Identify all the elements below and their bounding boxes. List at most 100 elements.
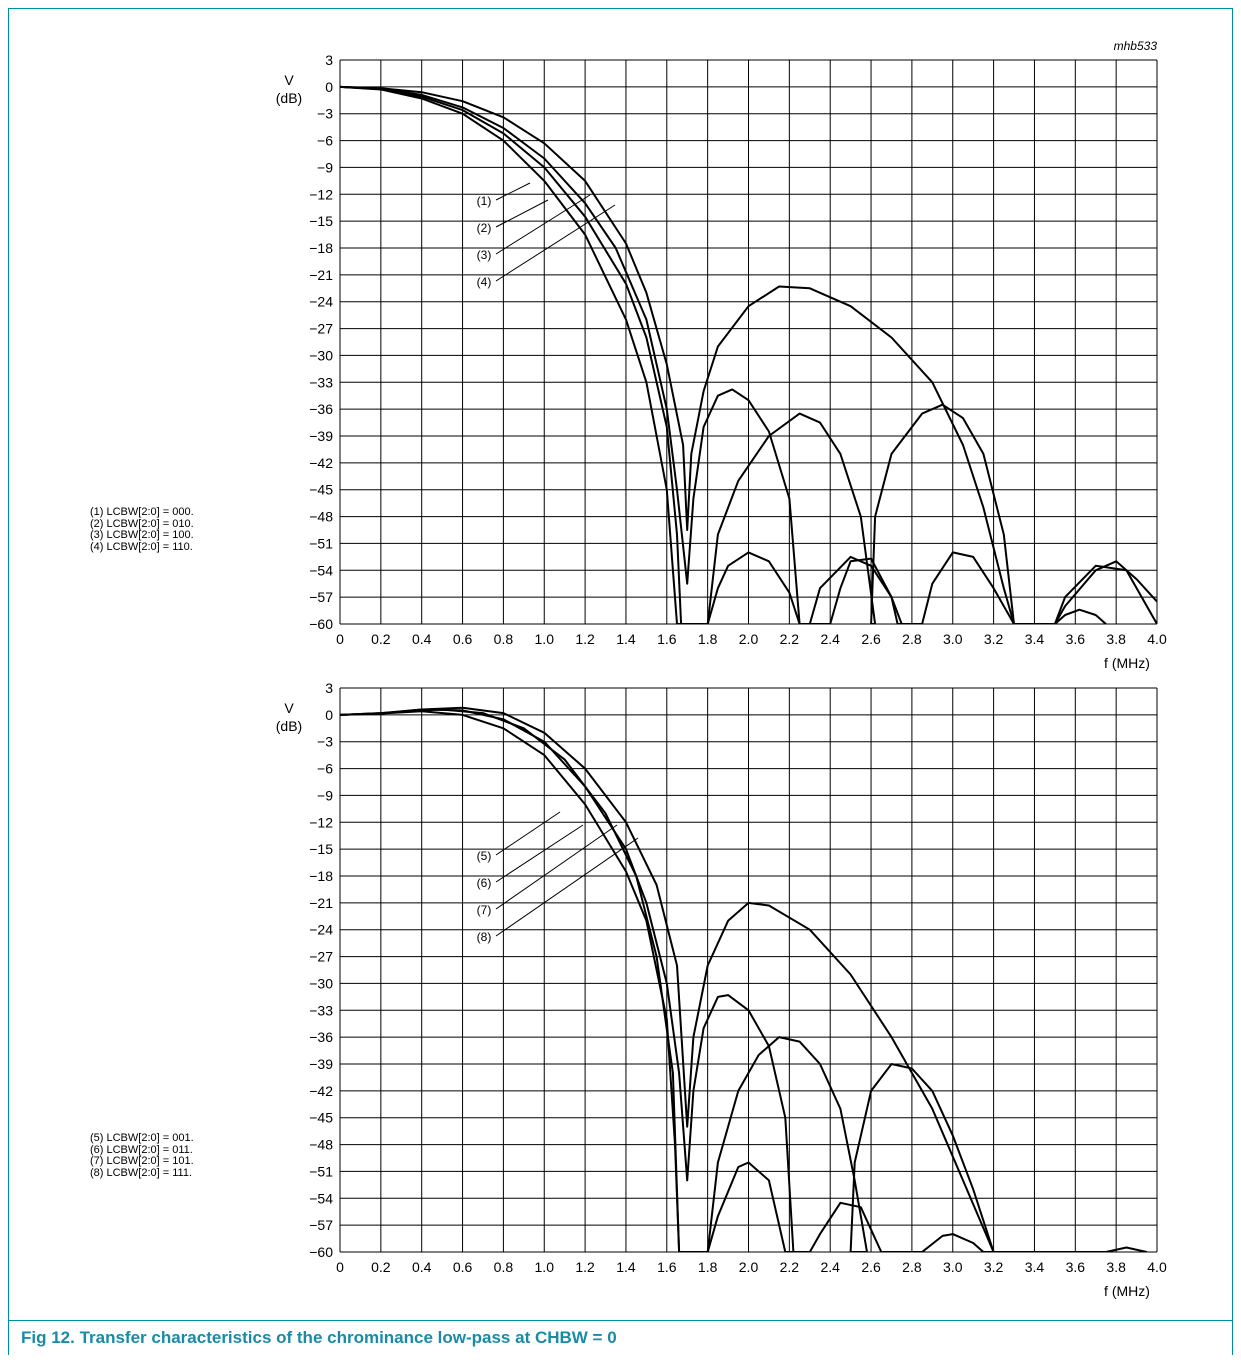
- y-tick-label: −36: [309, 1029, 333, 1045]
- x-tick-label: 3.8: [1106, 1259, 1126, 1275]
- chart-panel-2: 3 0 −3 −6 −9 −12 −15 −18 −21 −24 −27 −30 −33 −36 −39 −4…: [276, 680, 1167, 1299]
- y-tick-label: −42: [309, 455, 333, 471]
- y-tick-label: −33: [309, 1002, 333, 1018]
- x-tick-label: 1.4: [616, 631, 636, 647]
- x-tick-label: 0.8: [494, 631, 514, 647]
- marker-leader-line: [495, 837, 639, 937]
- y-tick-label: −24: [309, 294, 333, 310]
- y-tick-label: −39: [309, 428, 333, 444]
- marker-leader-line: [495, 199, 549, 228]
- y-tick-label: −54: [309, 562, 333, 578]
- figure-code: mhb533: [1113, 39, 1157, 53]
- y-tick-label: −27: [309, 949, 333, 965]
- y-axis-label: (dB): [276, 90, 302, 106]
- legend-entry: (5) LCBW[2:0] = 001.: [90, 1132, 194, 1144]
- y-tick-label: −6: [317, 761, 333, 777]
- y-tick-label: −30: [309, 975, 333, 991]
- y-tick-label: −24: [309, 922, 333, 938]
- x-tick-label: 3.8: [1106, 631, 1126, 647]
- y-tick-label: −12: [309, 814, 333, 830]
- x-tick-label: 3.2: [984, 631, 1004, 647]
- y-tick-label: −21: [309, 267, 333, 283]
- series-curve-6: [340, 708, 795, 1252]
- x-tick-label: 0.4: [412, 631, 432, 647]
- y-tick-label: −27: [309, 321, 333, 337]
- x-tick-label: 0.2: [371, 1259, 391, 1275]
- x-tick-label: 2.4: [820, 1259, 840, 1275]
- y-tick-label: −45: [309, 1110, 333, 1126]
- x-tick-label: 3.2: [984, 1259, 1004, 1275]
- x-tick-label: 3.0: [943, 631, 963, 647]
- series-curve-2: [340, 85, 903, 624]
- y-tick-label: 0: [325, 79, 333, 95]
- y-tick-label: −42: [309, 1083, 333, 1099]
- curve-marker-label: (8): [477, 930, 492, 944]
- x-tick-label: 2.0: [739, 631, 759, 647]
- y-tick-label: −60: [309, 1244, 333, 1260]
- x-tick-label: 4.0: [1147, 631, 1167, 647]
- x-tick-label: 3.0: [943, 1259, 963, 1275]
- y-axis-label: (dB): [276, 718, 302, 734]
- y-tick-label: −6: [317, 133, 333, 149]
- x-tick-label: 0.6: [453, 1259, 473, 1275]
- grid: [339, 687, 1158, 1253]
- x-tick-label: 0: [336, 631, 344, 647]
- y-tick-label: −18: [309, 868, 333, 884]
- y-tick-label: −60: [309, 616, 333, 632]
- x-tick-label: 2.8: [902, 631, 922, 647]
- x-tick-label: 0.8: [494, 1259, 514, 1275]
- x-tick-label: 0: [336, 1259, 344, 1275]
- x-tick-label: 2.0: [739, 1259, 759, 1275]
- x-tick-label: 1.6: [657, 631, 677, 647]
- curve-marker-label: (1): [477, 194, 492, 208]
- x-tick-label: 1.2: [575, 1259, 595, 1275]
- x-tick-label: 0.6: [453, 631, 473, 647]
- legend-entry: (6) LCBW[2:0] = 011.: [90, 1143, 193, 1156]
- y-tick-label: 0: [325, 707, 333, 723]
- y-tick-label: −15: [309, 841, 333, 857]
- y-tick-label: −12: [309, 186, 333, 202]
- figure-frame: [8, 8, 1233, 1355]
- y-tick-label: −48: [309, 1137, 333, 1153]
- y-tick-label: −3: [317, 734, 333, 750]
- marker-leader-line: [495, 182, 531, 201]
- x-tick-label: 1.6: [657, 1259, 677, 1275]
- curve-marker-label: (3): [477, 248, 492, 262]
- legend-entry: (8) LCBW[2:0] = 111.: [90, 1166, 192, 1179]
- legend-entry: (4) LCBW[2:0] = 110.: [90, 540, 193, 553]
- y-tick-label: −45: [309, 482, 333, 498]
- x-tick-label: 0.2: [371, 631, 391, 647]
- marker-leader-line: [495, 194, 591, 255]
- x-axis-label: f (MHz): [1104, 655, 1150, 671]
- legend-entry: (1) LCBW[2:0] = 000.: [90, 506, 194, 518]
- y-tick-label: −21: [309, 895, 333, 911]
- y-tick-label: −9: [317, 787, 333, 803]
- x-tick-label: 2.2: [780, 1259, 800, 1275]
- series-curve-8: [340, 710, 995, 1252]
- y-tick-label: 3: [325, 680, 333, 696]
- legend-entry: (7) LCBW[2:0] = 101.: [90, 1155, 194, 1167]
- figure-caption: Fig 12. Transfer characteristics of the …: [9, 1320, 1233, 1351]
- series-curve-4: [340, 85, 1157, 624]
- legend-top: (1) LCBW[2:0] = 000. (2) LCBW[2:0] = 010…: [90, 506, 194, 553]
- y-tick-label: −57: [309, 1217, 333, 1233]
- x-tick-label: 1.8: [698, 631, 718, 647]
- marker-leader-line: [495, 811, 561, 856]
- x-tick-label: 2.6: [861, 631, 881, 647]
- grid: [339, 59, 1158, 625]
- series-curve-1: [340, 85, 1107, 624]
- curve-marker-label: (5): [477, 849, 492, 863]
- legend-bottom: (5) LCBW[2:0] = 001. (6) LCBW[2:0] = 011…: [90, 1132, 194, 1179]
- legend-entry: (2) LCBW[2:0] = 010.: [90, 517, 194, 530]
- x-axis-label: f (MHz): [1104, 1283, 1150, 1299]
- x-tick-label: 1.0: [535, 1259, 555, 1275]
- x-tick-label: 1.0: [535, 631, 555, 647]
- x-tick-label: 3.4: [1025, 1259, 1045, 1275]
- series-curve-5: [340, 708, 1148, 1252]
- x-tick-label: 0.4: [412, 1259, 432, 1275]
- chart-panel-1: 3 0 −3 −6 −9 −12 −15 −18 −21 −24 −27 −30 −33 −36 −39 −4…: [276, 52, 1167, 671]
- curve-marker-label: (4): [477, 275, 492, 289]
- y-tick-label: −33: [309, 374, 333, 390]
- y-tick-label: 3: [325, 52, 333, 68]
